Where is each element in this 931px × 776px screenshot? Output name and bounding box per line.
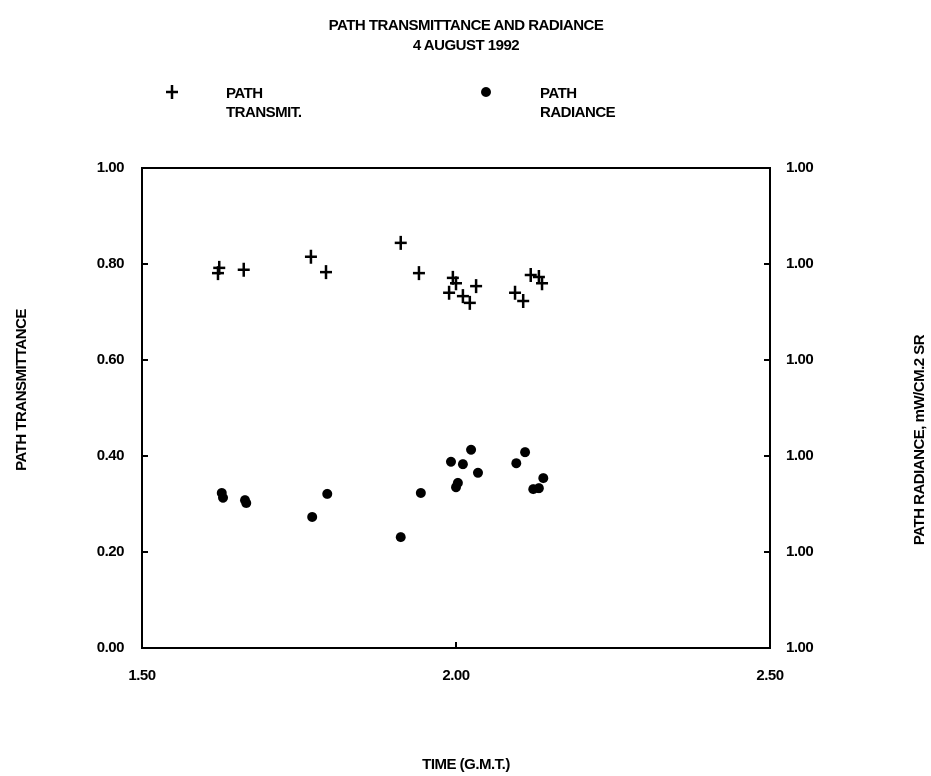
- chart-title: PATH TRANSMITTANCE AND RADIANCE: [329, 17, 604, 34]
- y-tick-label: 1.00: [97, 159, 124, 176]
- y2-tick-label: 1.00: [786, 447, 813, 464]
- point: [524, 268, 537, 283]
- point: [509, 285, 522, 300]
- point: [472, 467, 483, 478]
- legend-label: PATH TRANSMIT.: [226, 85, 302, 121]
- point: [538, 473, 549, 484]
- point: [466, 444, 477, 455]
- point: [322, 488, 333, 499]
- y-tick-label: 0.40: [97, 447, 124, 464]
- legend-label: PATH RADIANCE: [540, 85, 616, 121]
- y2-tick-label: 1.00: [786, 159, 813, 176]
- y2-tick-label: 1.00: [786, 255, 813, 272]
- point: [304, 249, 317, 264]
- x-axis-label: TIME (G.M.T.): [422, 756, 510, 773]
- point: [395, 532, 406, 543]
- point: [450, 276, 462, 291]
- point: [517, 293, 530, 308]
- y2-tick-label: 1.00: [786, 351, 813, 368]
- y2-axis-label: PATH RADIANCE, mW/CM.2 SR: [911, 334, 928, 545]
- point: [452, 477, 463, 488]
- point: [457, 459, 468, 470]
- chart-subtitle: 4 AUGUST 1992: [413, 37, 519, 54]
- point: [241, 498, 252, 509]
- y-tick-label: 0.00: [97, 639, 124, 656]
- point: [443, 285, 456, 300]
- point: [456, 289, 469, 304]
- y-axis-label: PATH TRANSMITTANCE: [13, 309, 30, 471]
- point: [520, 447, 531, 458]
- legend-marker: [166, 85, 178, 99]
- x-tick-label: 1.50: [128, 667, 155, 684]
- point: [463, 295, 476, 310]
- y-tick-label: 0.80: [97, 255, 124, 272]
- x-tick-label: 2.50: [756, 667, 783, 684]
- point: [394, 235, 407, 250]
- point: [412, 266, 425, 281]
- y-tick-label: 0.60: [97, 351, 124, 368]
- point: [307, 511, 318, 522]
- point: [213, 260, 226, 275]
- point: [511, 458, 522, 469]
- point: [533, 483, 544, 494]
- point: [415, 487, 426, 498]
- y2-tick-label: 1.00: [786, 543, 813, 560]
- y2-tick-label: 1.00: [786, 639, 813, 656]
- point: [237, 262, 250, 277]
- point: [470, 279, 483, 294]
- point: [320, 265, 333, 280]
- point: [445, 456, 456, 467]
- y-tick-label: 0.20: [97, 543, 124, 560]
- point: [536, 276, 549, 291]
- x-tick-label: 2.00: [442, 667, 469, 684]
- point: [218, 492, 229, 503]
- plot-frame: [141, 167, 771, 649]
- legend-marker: [481, 87, 491, 97]
